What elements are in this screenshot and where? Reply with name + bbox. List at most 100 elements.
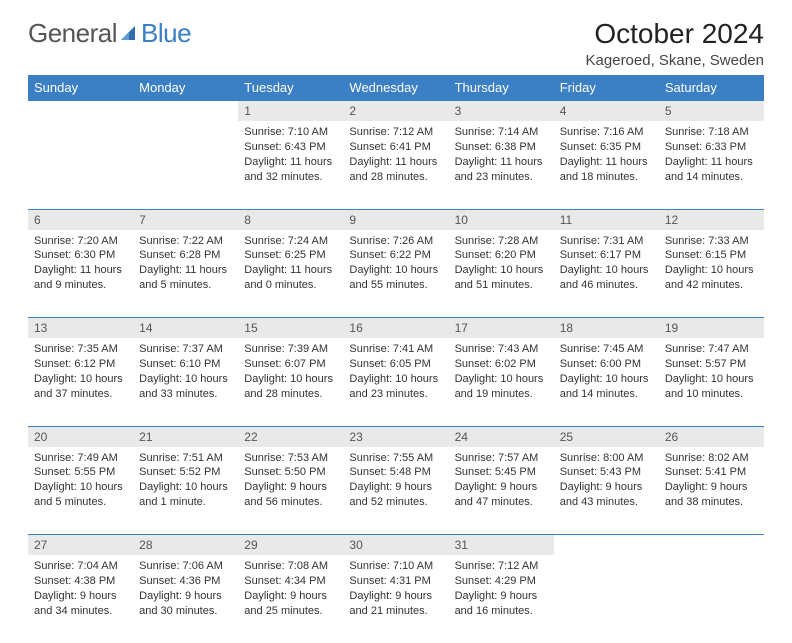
weekday-header: Friday — [554, 75, 659, 101]
day-number-cell: 29 — [238, 535, 343, 556]
day-detail-cell: Sunrise: 7:16 AMSunset: 6:35 PMDaylight:… — [554, 121, 659, 209]
daylight-text: and 42 minutes. — [665, 278, 758, 293]
day-number-cell: 21 — [133, 426, 238, 447]
day-number-cell: 30 — [343, 535, 448, 556]
sunrise-text: Sunrise: 7:57 AM — [455, 451, 548, 466]
weekday-header: Monday — [133, 75, 238, 101]
day-number-cell: 9 — [343, 209, 448, 230]
brand-part1: General — [28, 18, 117, 49]
day-number-cell: 19 — [659, 318, 764, 339]
daylight-text: and 23 minutes. — [455, 170, 548, 185]
day-detail-cell: Sunrise: 7:20 AMSunset: 6:30 PMDaylight:… — [28, 230, 133, 318]
daylight-text: Daylight: 10 hours — [244, 372, 337, 387]
sunset-text: Sunset: 6:05 PM — [349, 357, 442, 372]
sunset-text: Sunset: 6:33 PM — [665, 140, 758, 155]
sunrise-text: Sunrise: 7:24 AM — [244, 234, 337, 249]
detail-row: Sunrise: 7:10 AMSunset: 6:43 PMDaylight:… — [28, 121, 764, 209]
sunrise-text: Sunrise: 7:16 AM — [560, 125, 653, 140]
brand-part2: Blue — [141, 18, 191, 49]
day-detail-cell: Sunrise: 7:04 AMSunset: 4:38 PMDaylight:… — [28, 555, 133, 643]
sunset-text: Sunset: 6:43 PM — [244, 140, 337, 155]
day-number-cell: 7 — [133, 209, 238, 230]
weekday-header-row: Sunday Monday Tuesday Wednesday Thursday… — [28, 75, 764, 101]
sunset-text: Sunset: 4:31 PM — [349, 574, 442, 589]
daylight-text: and 46 minutes. — [560, 278, 653, 293]
daylight-text: and 43 minutes. — [560, 495, 653, 510]
sunrise-text: Sunrise: 7:47 AM — [665, 342, 758, 357]
day-detail-cell: Sunrise: 7:28 AMSunset: 6:20 PMDaylight:… — [449, 230, 554, 318]
day-detail-cell: Sunrise: 7:31 AMSunset: 6:17 PMDaylight:… — [554, 230, 659, 318]
sunrise-text: Sunrise: 7:55 AM — [349, 451, 442, 466]
sunset-text: Sunset: 5:45 PM — [455, 465, 548, 480]
day-number-cell: 22 — [238, 426, 343, 447]
day-detail-cell: Sunrise: 7:26 AMSunset: 6:22 PMDaylight:… — [343, 230, 448, 318]
day-detail-cell: Sunrise: 7:45 AMSunset: 6:00 PMDaylight:… — [554, 338, 659, 426]
sunrise-text: Sunrise: 7:26 AM — [349, 234, 442, 249]
daylight-text: Daylight: 10 hours — [455, 263, 548, 278]
day-number-cell: 6 — [28, 209, 133, 230]
day-number-cell: 16 — [343, 318, 448, 339]
day-detail-cell: Sunrise: 7:10 AMSunset: 4:31 PMDaylight:… — [343, 555, 448, 643]
sunset-text: Sunset: 5:50 PM — [244, 465, 337, 480]
day-number-cell — [28, 101, 133, 122]
daylight-text: Daylight: 9 hours — [139, 589, 232, 604]
day-number-cell: 13 — [28, 318, 133, 339]
daylight-text: and 25 minutes. — [244, 604, 337, 619]
sunset-text: Sunset: 6:07 PM — [244, 357, 337, 372]
day-detail-cell: Sunrise: 7:24 AMSunset: 6:25 PMDaylight:… — [238, 230, 343, 318]
day-number-cell: 12 — [659, 209, 764, 230]
daylight-text: and 18 minutes. — [560, 170, 653, 185]
detail-row: Sunrise: 7:20 AMSunset: 6:30 PMDaylight:… — [28, 230, 764, 318]
day-detail-cell: Sunrise: 7:39 AMSunset: 6:07 PMDaylight:… — [238, 338, 343, 426]
day-number-cell: 2 — [343, 101, 448, 122]
daylight-text: Daylight: 9 hours — [349, 480, 442, 495]
daylight-text: Daylight: 10 hours — [349, 372, 442, 387]
day-number-cell: 27 — [28, 535, 133, 556]
daylight-text: and 28 minutes. — [244, 387, 337, 402]
daylight-text: and 34 minutes. — [34, 604, 127, 619]
sunset-text: Sunset: 6:25 PM — [244, 248, 337, 263]
daylight-text: and 16 minutes. — [455, 604, 548, 619]
day-detail-cell: Sunrise: 7:12 AMSunset: 6:41 PMDaylight:… — [343, 121, 448, 209]
sunset-text: Sunset: 4:34 PM — [244, 574, 337, 589]
detail-row: Sunrise: 7:49 AMSunset: 5:55 PMDaylight:… — [28, 447, 764, 535]
day-number-cell: 23 — [343, 426, 448, 447]
weekday-header: Tuesday — [238, 75, 343, 101]
daynum-row: 12345 — [28, 101, 764, 122]
sunrise-text: Sunrise: 7:35 AM — [34, 342, 127, 357]
sunrise-text: Sunrise: 7:51 AM — [139, 451, 232, 466]
day-detail-cell: Sunrise: 7:43 AMSunset: 6:02 PMDaylight:… — [449, 338, 554, 426]
sunrise-text: Sunrise: 7:04 AM — [34, 559, 127, 574]
daylight-text: and 51 minutes. — [455, 278, 548, 293]
daynum-row: 2728293031 — [28, 535, 764, 556]
day-detail-cell: Sunrise: 7:18 AMSunset: 6:33 PMDaylight:… — [659, 121, 764, 209]
sunset-text: Sunset: 6:10 PM — [139, 357, 232, 372]
sunset-text: Sunset: 6:35 PM — [560, 140, 653, 155]
daylight-text: Daylight: 10 hours — [139, 372, 232, 387]
daynum-row: 20212223242526 — [28, 426, 764, 447]
sunset-text: Sunset: 6:38 PM — [455, 140, 548, 155]
daylight-text: Daylight: 10 hours — [665, 372, 758, 387]
daylight-text: Daylight: 10 hours — [455, 372, 548, 387]
detail-row: Sunrise: 7:35 AMSunset: 6:12 PMDaylight:… — [28, 338, 764, 426]
sunrise-text: Sunrise: 7:12 AM — [349, 125, 442, 140]
daylight-text: and 23 minutes. — [349, 387, 442, 402]
day-detail-cell: Sunrise: 7:41 AMSunset: 6:05 PMDaylight:… — [343, 338, 448, 426]
day-detail-cell — [659, 555, 764, 643]
day-number-cell: 1 — [238, 101, 343, 122]
daylight-text: and 37 minutes. — [34, 387, 127, 402]
day-number-cell: 11 — [554, 209, 659, 230]
daylight-text: and 33 minutes. — [139, 387, 232, 402]
day-number-cell — [554, 535, 659, 556]
day-number-cell: 25 — [554, 426, 659, 447]
daylight-text: Daylight: 9 hours — [455, 589, 548, 604]
daylight-text: and 21 minutes. — [349, 604, 442, 619]
day-detail-cell: Sunrise: 7:37 AMSunset: 6:10 PMDaylight:… — [133, 338, 238, 426]
sunrise-text: Sunrise: 7:43 AM — [455, 342, 548, 357]
day-detail-cell: Sunrise: 7:55 AMSunset: 5:48 PMDaylight:… — [343, 447, 448, 535]
daylight-text: and 47 minutes. — [455, 495, 548, 510]
daylight-text: Daylight: 11 hours — [349, 155, 442, 170]
sunrise-text: Sunrise: 7:33 AM — [665, 234, 758, 249]
day-detail-cell: Sunrise: 7:53 AMSunset: 5:50 PMDaylight:… — [238, 447, 343, 535]
day-number-cell: 17 — [449, 318, 554, 339]
